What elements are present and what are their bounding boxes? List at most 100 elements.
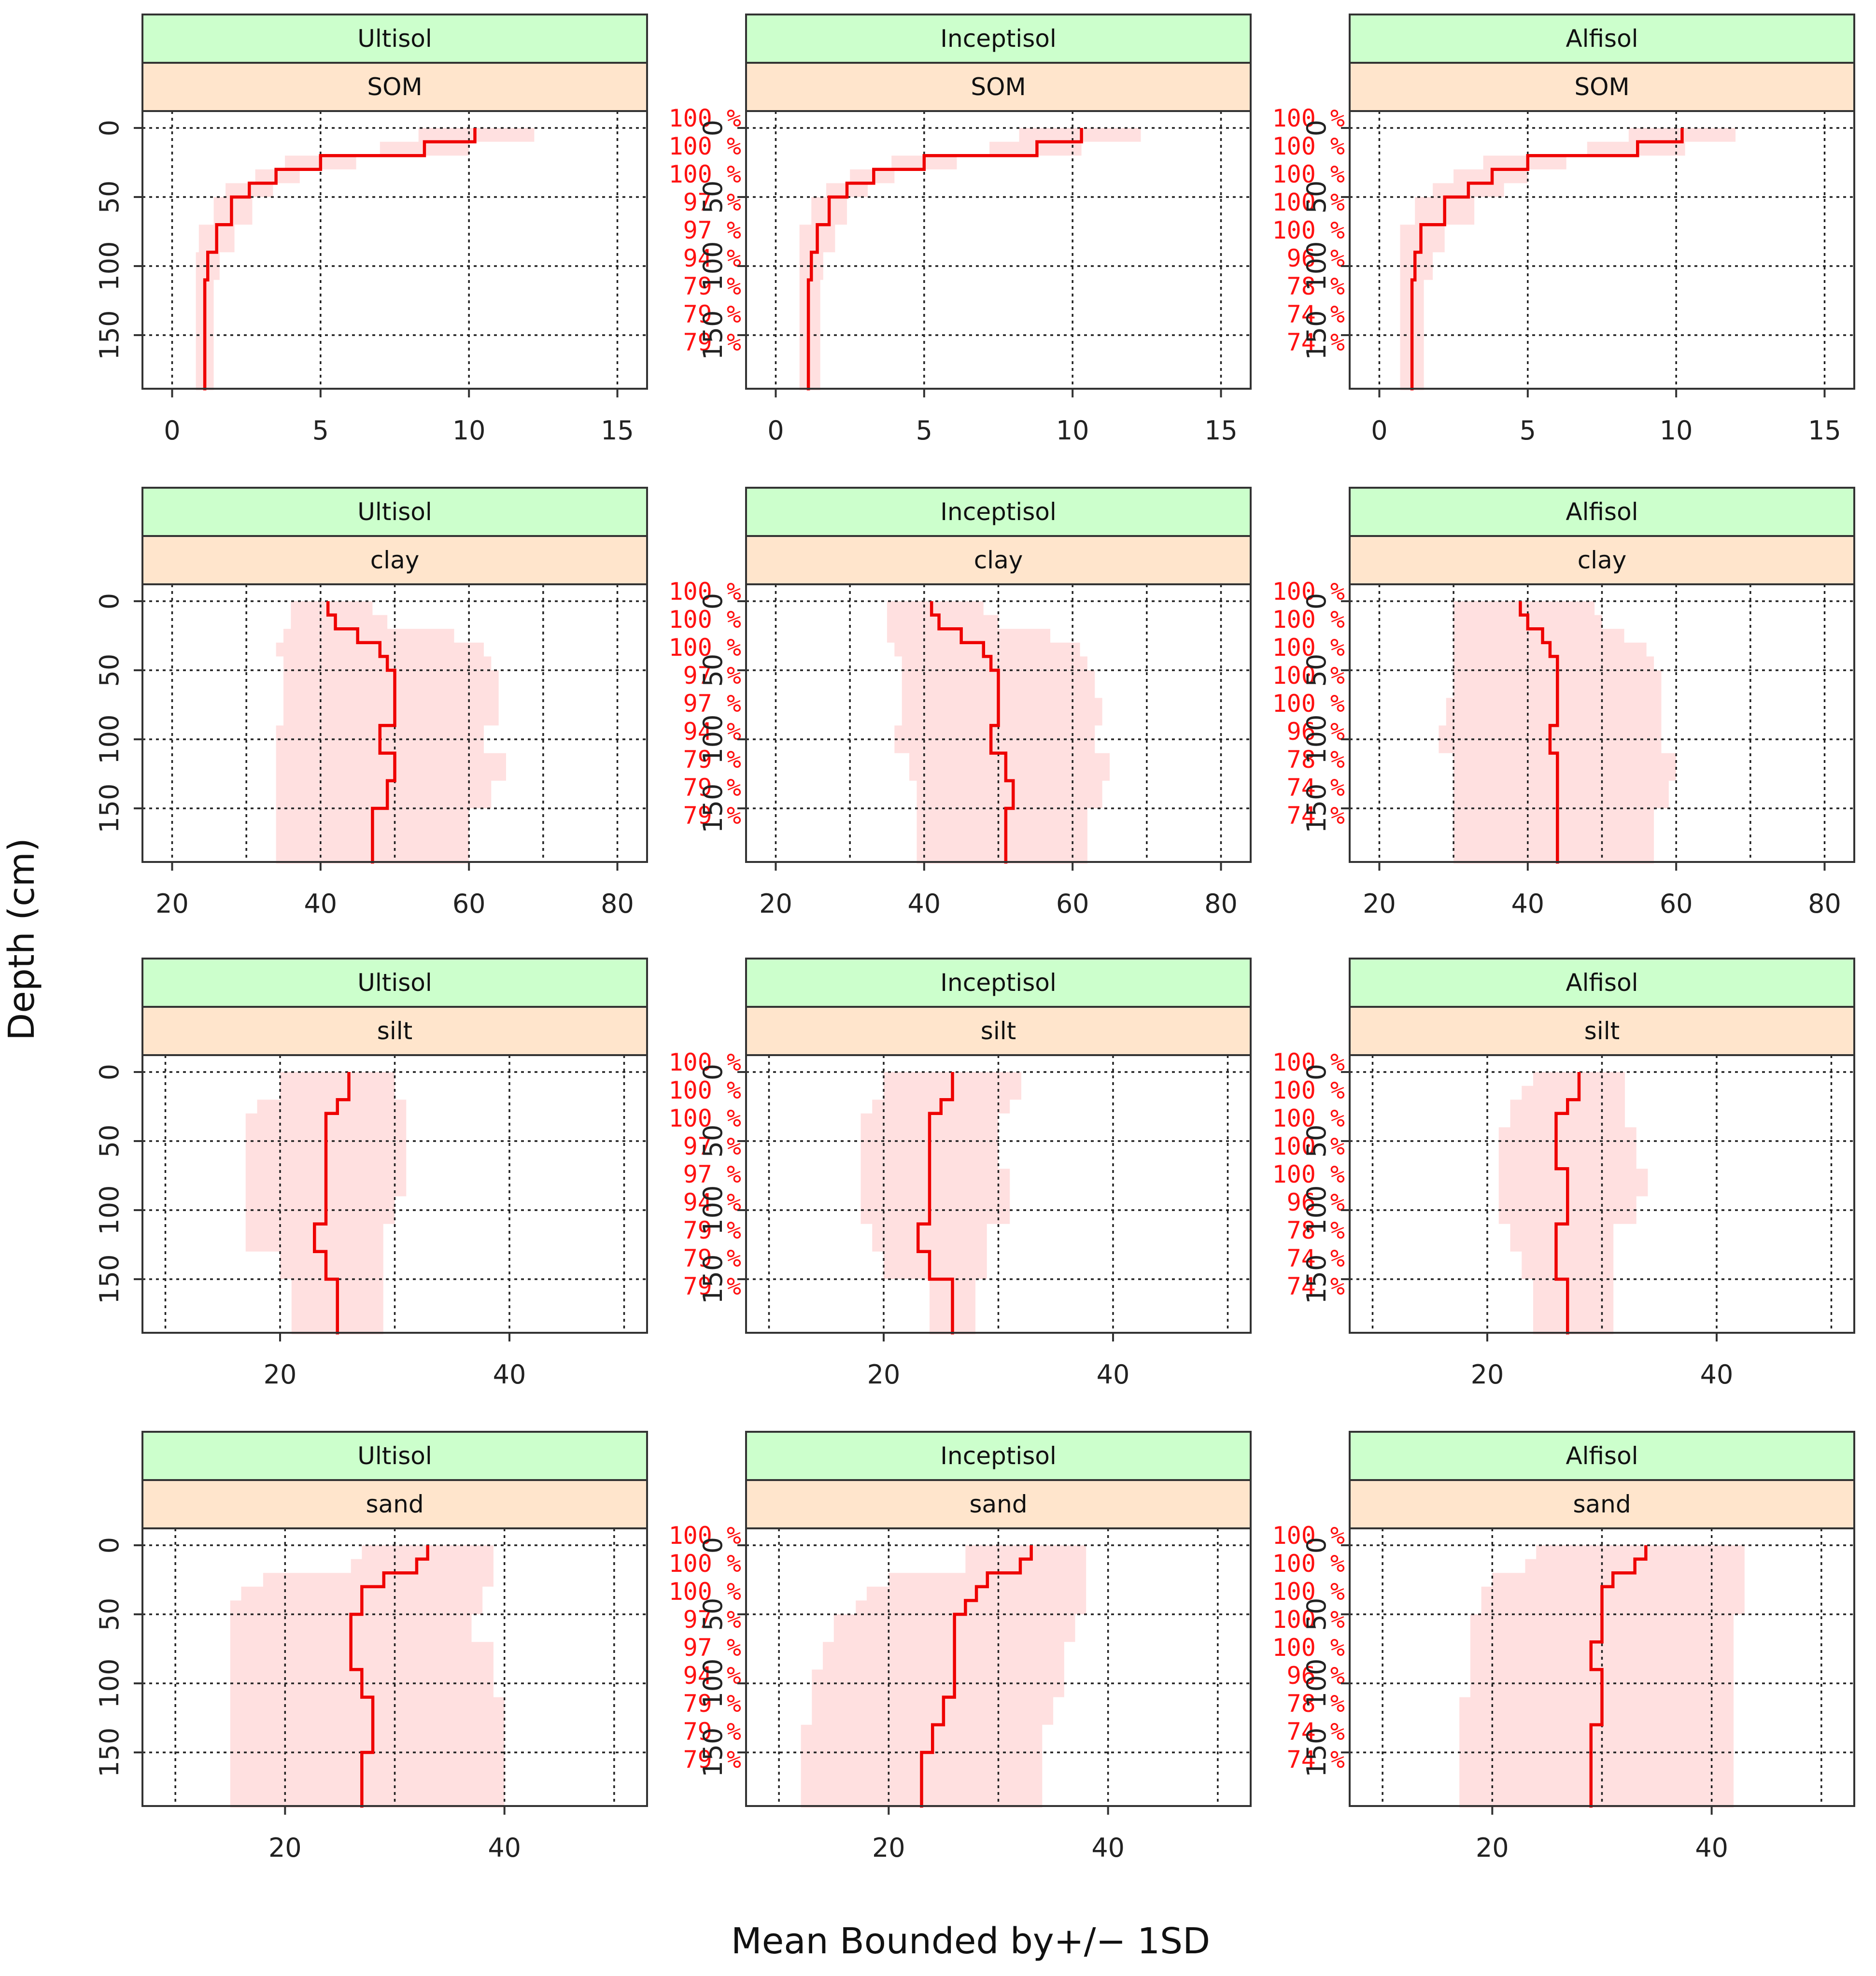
x-tick-label: 60 xyxy=(1056,889,1089,919)
pct-label: 94 % xyxy=(683,244,741,272)
pct-label: 100 % xyxy=(668,132,741,160)
pct-label: 74 % xyxy=(1287,802,1345,830)
strip-variable-label: clay xyxy=(1578,546,1627,574)
strip-soil-order-label: Inceptisol xyxy=(940,25,1056,53)
x-tick-label: 40 xyxy=(907,889,941,919)
strip-soil-order xyxy=(745,958,1252,1008)
mean-line xyxy=(1589,1545,1648,1808)
y-tick-label: 0 xyxy=(698,120,728,136)
pct-label: 74 % xyxy=(1287,1746,1345,1774)
pct-label: 100 % xyxy=(1272,1104,1345,1132)
strip-variable xyxy=(141,1006,648,1056)
pct-label: 74 % xyxy=(1287,774,1345,802)
pct-label: 78 % xyxy=(1287,1690,1345,1718)
strip-soil-order xyxy=(141,487,648,537)
y-tick-label: 150 xyxy=(698,783,728,833)
pct-label: 100 % xyxy=(668,1522,741,1550)
pct-label: 97 % xyxy=(683,1606,741,1634)
pct-label: 78 % xyxy=(1287,1216,1345,1244)
pct-label: 100 % xyxy=(668,1048,741,1076)
strip-variable-label: silt xyxy=(981,1017,1016,1045)
x-tick-label: 10 xyxy=(452,415,486,446)
x-tick-label: 20 xyxy=(1363,889,1396,919)
pct-label: 100 % xyxy=(1272,1132,1345,1160)
y-tick-label: 0 xyxy=(94,593,125,609)
strip-soil-order xyxy=(745,14,1252,64)
pct-label: 100 % xyxy=(668,634,741,662)
panel-frame xyxy=(1349,1054,1855,1334)
strip-variable-label: silt xyxy=(377,1017,412,1045)
strip-variable xyxy=(745,1006,1252,1056)
pct-label: 100 % xyxy=(1272,690,1345,718)
pct-label: 100 % xyxy=(668,1104,741,1132)
y-tick-label: 0 xyxy=(94,1064,125,1080)
y-tick-label: 0 xyxy=(698,593,728,609)
y-tick-label: 50 xyxy=(698,1598,728,1631)
sd-band xyxy=(230,1545,505,1808)
strip-variable xyxy=(141,535,648,585)
sd-band xyxy=(887,601,1110,864)
sd-band xyxy=(1439,601,1677,864)
strip-soil-order-label: Ultisol xyxy=(357,1442,432,1470)
pct-label: 74 % xyxy=(1287,328,1345,356)
pct-label: 100 % xyxy=(1272,634,1345,662)
y-tick-label: 50 xyxy=(698,654,728,687)
x-tick-label: 80 xyxy=(601,889,634,919)
y-tick-label: 0 xyxy=(1301,120,1332,136)
x-tick-label: 80 xyxy=(1204,889,1238,919)
pct-label: 96 % xyxy=(1287,1188,1345,1216)
pct-label: 78 % xyxy=(1287,746,1345,774)
pct-label: 79 % xyxy=(683,802,741,830)
pct-label: 74 % xyxy=(1287,300,1345,328)
pct-label: 100 % xyxy=(1272,1076,1345,1104)
strip-variable xyxy=(745,1479,1252,1529)
y-tick-label: 0 xyxy=(94,120,125,136)
x-tick-label: 40 xyxy=(1695,1833,1728,1863)
x-tick-label: 40 xyxy=(304,889,337,919)
y-tick-label: 50 xyxy=(94,654,125,687)
pct-label: 79 % xyxy=(683,1272,741,1300)
y-tick-label: 150 xyxy=(698,1727,728,1777)
pct-label: 97 % xyxy=(683,690,741,718)
x-tick-label: 5 xyxy=(1520,415,1536,446)
panel-frame xyxy=(745,583,1252,863)
strip-soil-order-label: Inceptisol xyxy=(940,969,1056,997)
strip-variable xyxy=(141,1479,648,1529)
x-tick-label: 20 xyxy=(759,889,792,919)
panel-frame xyxy=(1349,110,1855,390)
pct-label: 100 % xyxy=(1272,1550,1345,1578)
pct-label: 100 % xyxy=(1272,188,1345,216)
pct-label: 79 % xyxy=(683,328,741,356)
strip-variable-label: SOM xyxy=(971,73,1026,101)
strip-soil-order-label: Ultisol xyxy=(357,498,432,526)
pct-label: 79 % xyxy=(683,1216,741,1244)
strip-variable-label: sand xyxy=(366,1490,423,1518)
y-tick-label: 150 xyxy=(698,310,728,360)
x-tick-label: 15 xyxy=(1204,415,1238,446)
y-tick-label: 100 xyxy=(1301,241,1332,291)
x-tick-label: 5 xyxy=(916,415,932,446)
mean-line xyxy=(1410,128,1684,391)
strip-variable-label: silt xyxy=(1584,1017,1620,1045)
mean-line xyxy=(930,601,1015,864)
y-tick-label: 0 xyxy=(1301,593,1332,609)
strip-variable-label: clay xyxy=(974,546,1023,574)
mean-line xyxy=(806,128,1083,391)
y-tick-label: 100 xyxy=(94,1185,125,1235)
strip-variable-label: SOM xyxy=(367,73,422,101)
x-tick-label: 10 xyxy=(1660,415,1693,446)
strip-variable xyxy=(745,535,1252,585)
pct-label: 100 % xyxy=(668,1550,741,1578)
y-tick-label: 150 xyxy=(1301,310,1332,360)
sd-band xyxy=(1400,128,1736,391)
strip-soil-order xyxy=(1349,958,1855,1008)
pct-label: 74 % xyxy=(1287,1272,1345,1300)
pct-label: 97 % xyxy=(683,662,741,690)
panel-frame xyxy=(1349,1527,1855,1807)
strip-variable-label: sand xyxy=(969,1490,1027,1518)
pct-label: 96 % xyxy=(1287,1662,1345,1690)
